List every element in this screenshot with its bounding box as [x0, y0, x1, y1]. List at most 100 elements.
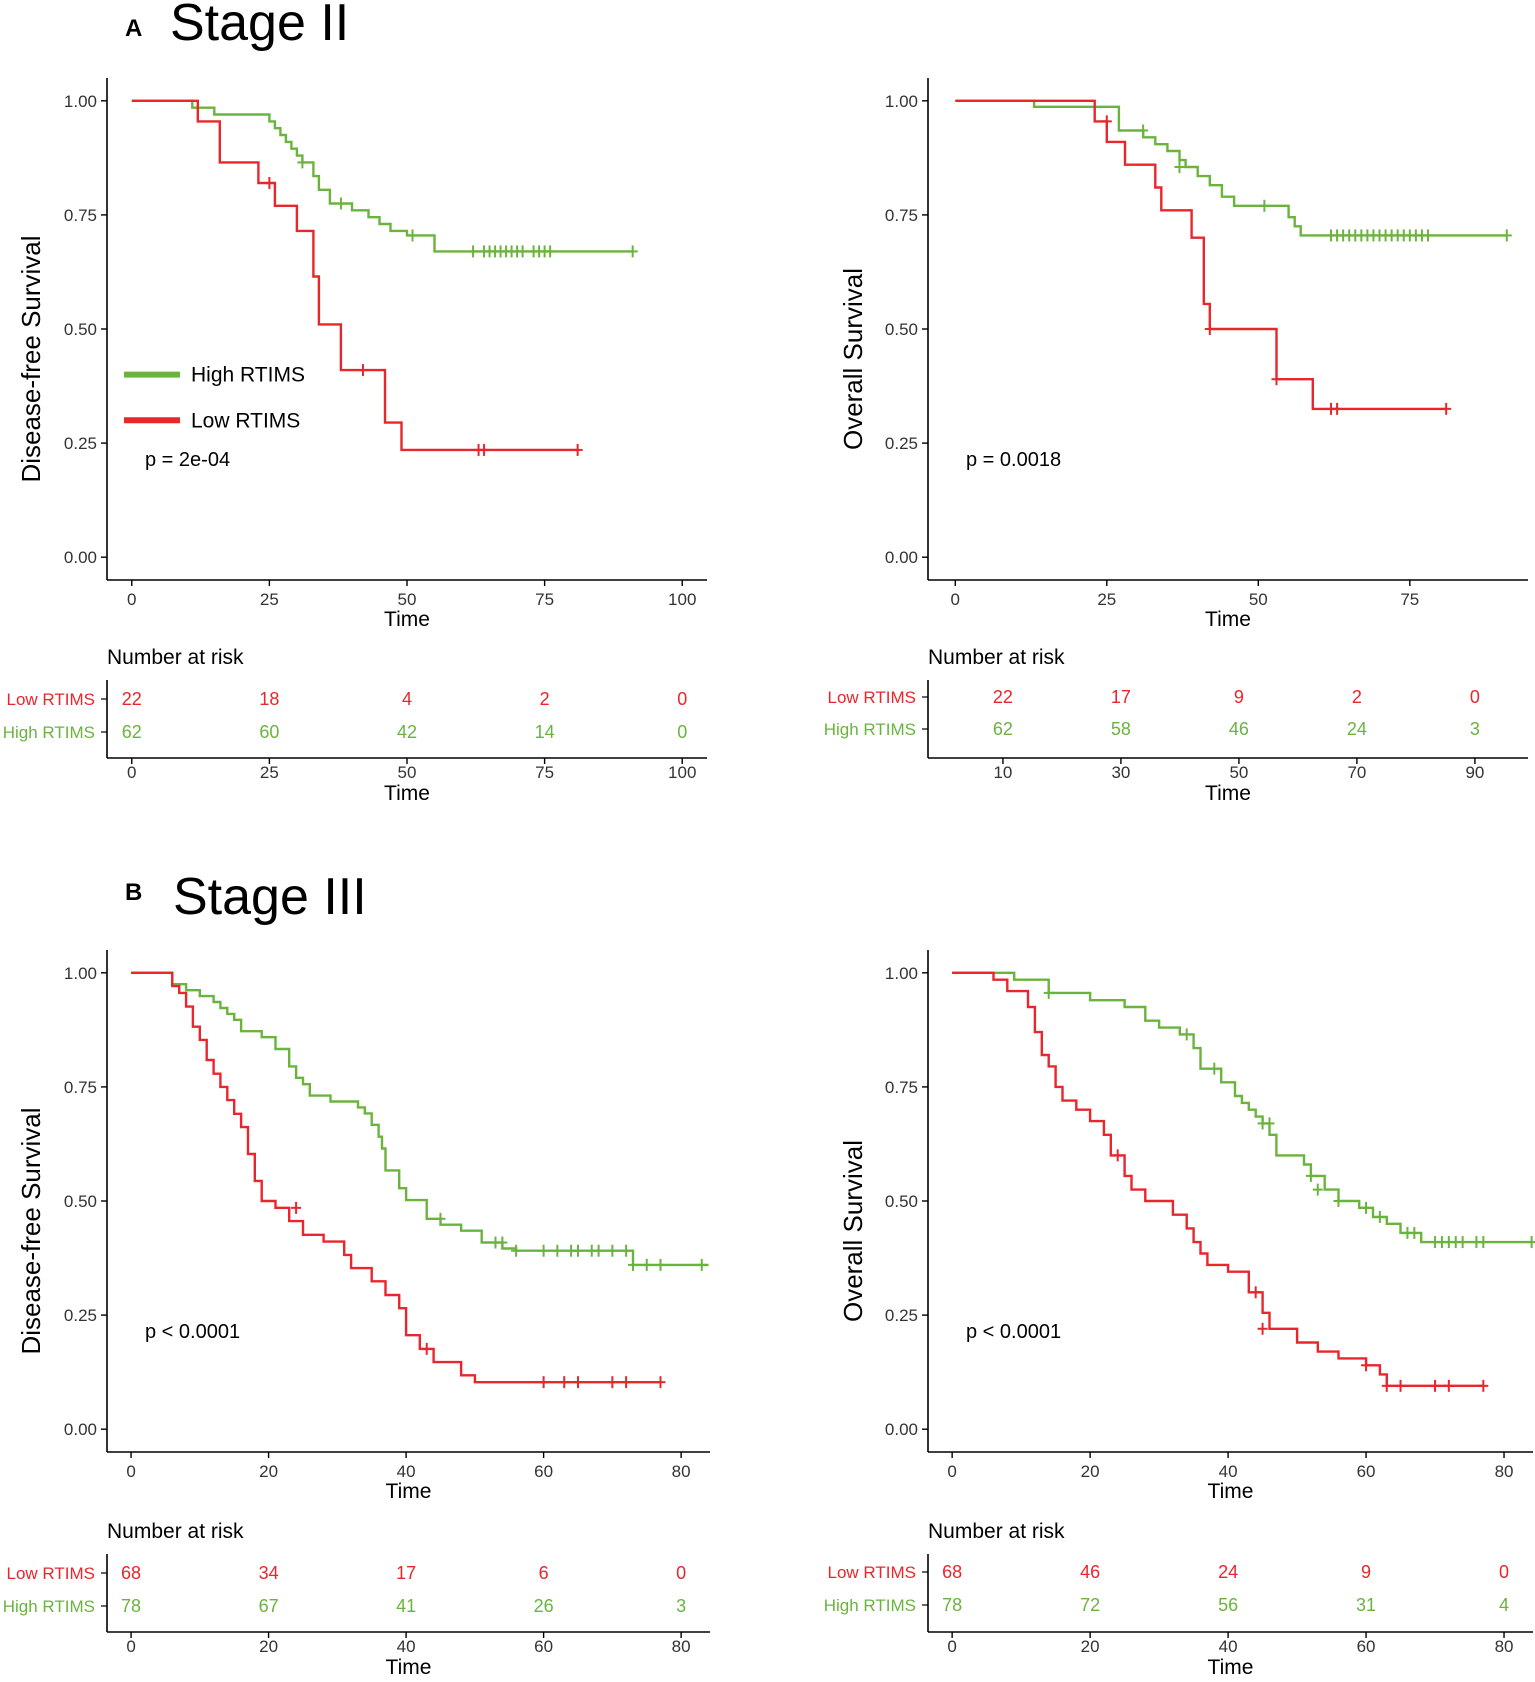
y-axis-label: Disease-free Survival [16, 235, 46, 482]
x-tick-label: 25 [260, 590, 279, 609]
x-tick-label: 80 [1495, 1462, 1514, 1481]
y-tick-label: 0.25 [64, 434, 97, 453]
censor-mark-low [1271, 373, 1281, 385]
km-curve-high [955, 101, 1507, 236]
chart-2: 0.00 0.25 0.50 0.75 1.00 0 25 50 75 Time Overall S… [824, 78, 1528, 805]
risk-x-tick-label: 80 [1495, 1637, 1514, 1656]
censor-mark-low [1205, 323, 1215, 335]
x-axis-label: Time [1205, 608, 1251, 631]
risk-x-tick-label: 20 [1081, 1637, 1100, 1656]
risk-value-low: 9 [1361, 1562, 1371, 1582]
p-value: p = 2e-04 [145, 449, 230, 471]
censor-mark-high [297, 156, 307, 168]
censor-mark-low [1382, 1380, 1392, 1392]
censor-mark-low [479, 444, 489, 456]
risk-x-tick-label: 0 [127, 763, 136, 782]
censor-mark-low [422, 1343, 432, 1355]
censor-mark-high [497, 1237, 507, 1249]
p-value: p < 0.0001 [966, 1321, 1061, 1343]
censor-mark-low [573, 444, 583, 456]
panel-a-letter: A [125, 15, 142, 42]
censor-mark-low [1251, 1286, 1261, 1298]
censor-mark-low [291, 1202, 301, 1214]
censor-mark-low [358, 364, 368, 376]
risk-value-high: 72 [1080, 1595, 1100, 1615]
risk-value-low: 4 [402, 689, 412, 709]
censor-mark-high [1409, 1227, 1419, 1239]
censor-mark-low [1444, 1380, 1454, 1392]
y-tick-label: 0.00 [64, 548, 97, 567]
y-axis-label: Overall Survival [838, 1140, 868, 1322]
censor-mark-high [1527, 1236, 1535, 1248]
p-value: p = 0.0018 [966, 449, 1061, 471]
y-tick-label: 0.00 [885, 1420, 918, 1439]
censor-mark-low [559, 1376, 569, 1388]
risk-table: Number at riskLow RTIMSHigh RTIMS6878046… [824, 1520, 1533, 1679]
risk-value-low: 68 [121, 1563, 141, 1583]
x-axis-label: Time [384, 608, 430, 631]
censor-mark-low [621, 1376, 631, 1388]
censor-mark-low [1113, 1149, 1123, 1161]
risk-value-high: 60 [259, 722, 279, 742]
x-tick-label: 100 [668, 590, 696, 609]
panel-b-letter: B [125, 879, 142, 906]
censor-mark-high [1458, 1236, 1468, 1248]
censor-mark-low [1332, 403, 1342, 415]
risk-x-axis-label: Time [1208, 1656, 1254, 1679]
x-tick-label: 50 [1249, 590, 1268, 609]
risk-x-tick-label: 90 [1465, 763, 1484, 782]
risk-row-label-low: Low RTIMS [828, 1563, 917, 1582]
censor-mark-high [511, 1245, 521, 1257]
chart-1: 0.00 0.25 0.50 0.75 1.00 0 25 50 75 100 Time Diseas… [3, 78, 707, 805]
y-tick-label: 0.00 [885, 548, 918, 567]
censor-mark-high [628, 245, 638, 257]
censor-mark-high [1306, 1170, 1316, 1182]
y-axis-label: Overall Survival [838, 268, 868, 450]
risk-value-high: 3 [1470, 719, 1480, 739]
risk-value-high: 4 [1499, 1595, 1509, 1615]
y-tick-label: 0.50 [64, 1192, 97, 1211]
risk-value-low: 46 [1080, 1562, 1100, 1582]
censor-mark-high [1209, 1063, 1219, 1075]
risk-x-tick-label: 20 [259, 1637, 278, 1656]
y-tick-label: 0.00 [64, 1420, 97, 1439]
risk-table: Number at risk Low RTIMS High RTIMS 22 62 0 18… [3, 646, 707, 805]
censor-mark-low [655, 1376, 665, 1388]
risk-value-high: 26 [534, 1596, 554, 1616]
risk-x-tick-label: 25 [260, 763, 279, 782]
risk-x-tick-label: 40 [1219, 1637, 1238, 1656]
censor-mark-high [1502, 229, 1512, 241]
censor-mark-low [1396, 1380, 1406, 1392]
risk-value-low: 22 [122, 689, 142, 709]
censor-mark-high [336, 198, 346, 210]
risk-value-low: 2 [540, 689, 550, 709]
risk-value-high: 67 [259, 1596, 279, 1616]
censor-mark-low [1361, 1359, 1371, 1371]
censor-mark-high [1423, 229, 1433, 241]
risk-x-tick-label: 10 [993, 763, 1012, 782]
risk-value-high: 31 [1356, 1595, 1376, 1615]
risk-value-low: 6 [539, 1563, 549, 1583]
risk-table: Number at riskLow RTIMSHigh RTIMS6878034… [3, 1520, 710, 1679]
risk-row-label-low: Low RTIMS [828, 688, 917, 707]
risk-x-tick-label: 0 [947, 1637, 956, 1656]
risk-table-title: Number at risk [107, 1520, 244, 1543]
censor-mark-low [1478, 1380, 1488, 1392]
risk-x-tick-label: 0 [126, 1637, 135, 1656]
km-curve-low [955, 101, 1446, 409]
survival-figure: A Stage II B Stage III 0.000.250.500.751… [0, 0, 1535, 1682]
risk-value-high: 62 [993, 719, 1013, 739]
km-curve-high [132, 101, 633, 252]
chart-4: 0.000.250.500.751.000 20 40 60 80TimeOverall… [824, 950, 1535, 1679]
censor-mark-low [607, 1376, 617, 1388]
risk-value-low: 22 [993, 687, 1013, 707]
x-tick-label: 40 [397, 1462, 416, 1481]
x-axis-label: Time [1208, 1480, 1254, 1503]
risk-table-title: Number at risk [928, 1520, 1065, 1543]
risk-x-tick-label: 80 [672, 1637, 691, 1656]
censor-mark-high [607, 1245, 617, 1257]
y-tick-label: 0.75 [885, 1078, 918, 1097]
risk-value-high: 58 [1111, 719, 1131, 739]
censor-mark-high [1175, 161, 1185, 173]
censor-mark-low [539, 1376, 549, 1388]
